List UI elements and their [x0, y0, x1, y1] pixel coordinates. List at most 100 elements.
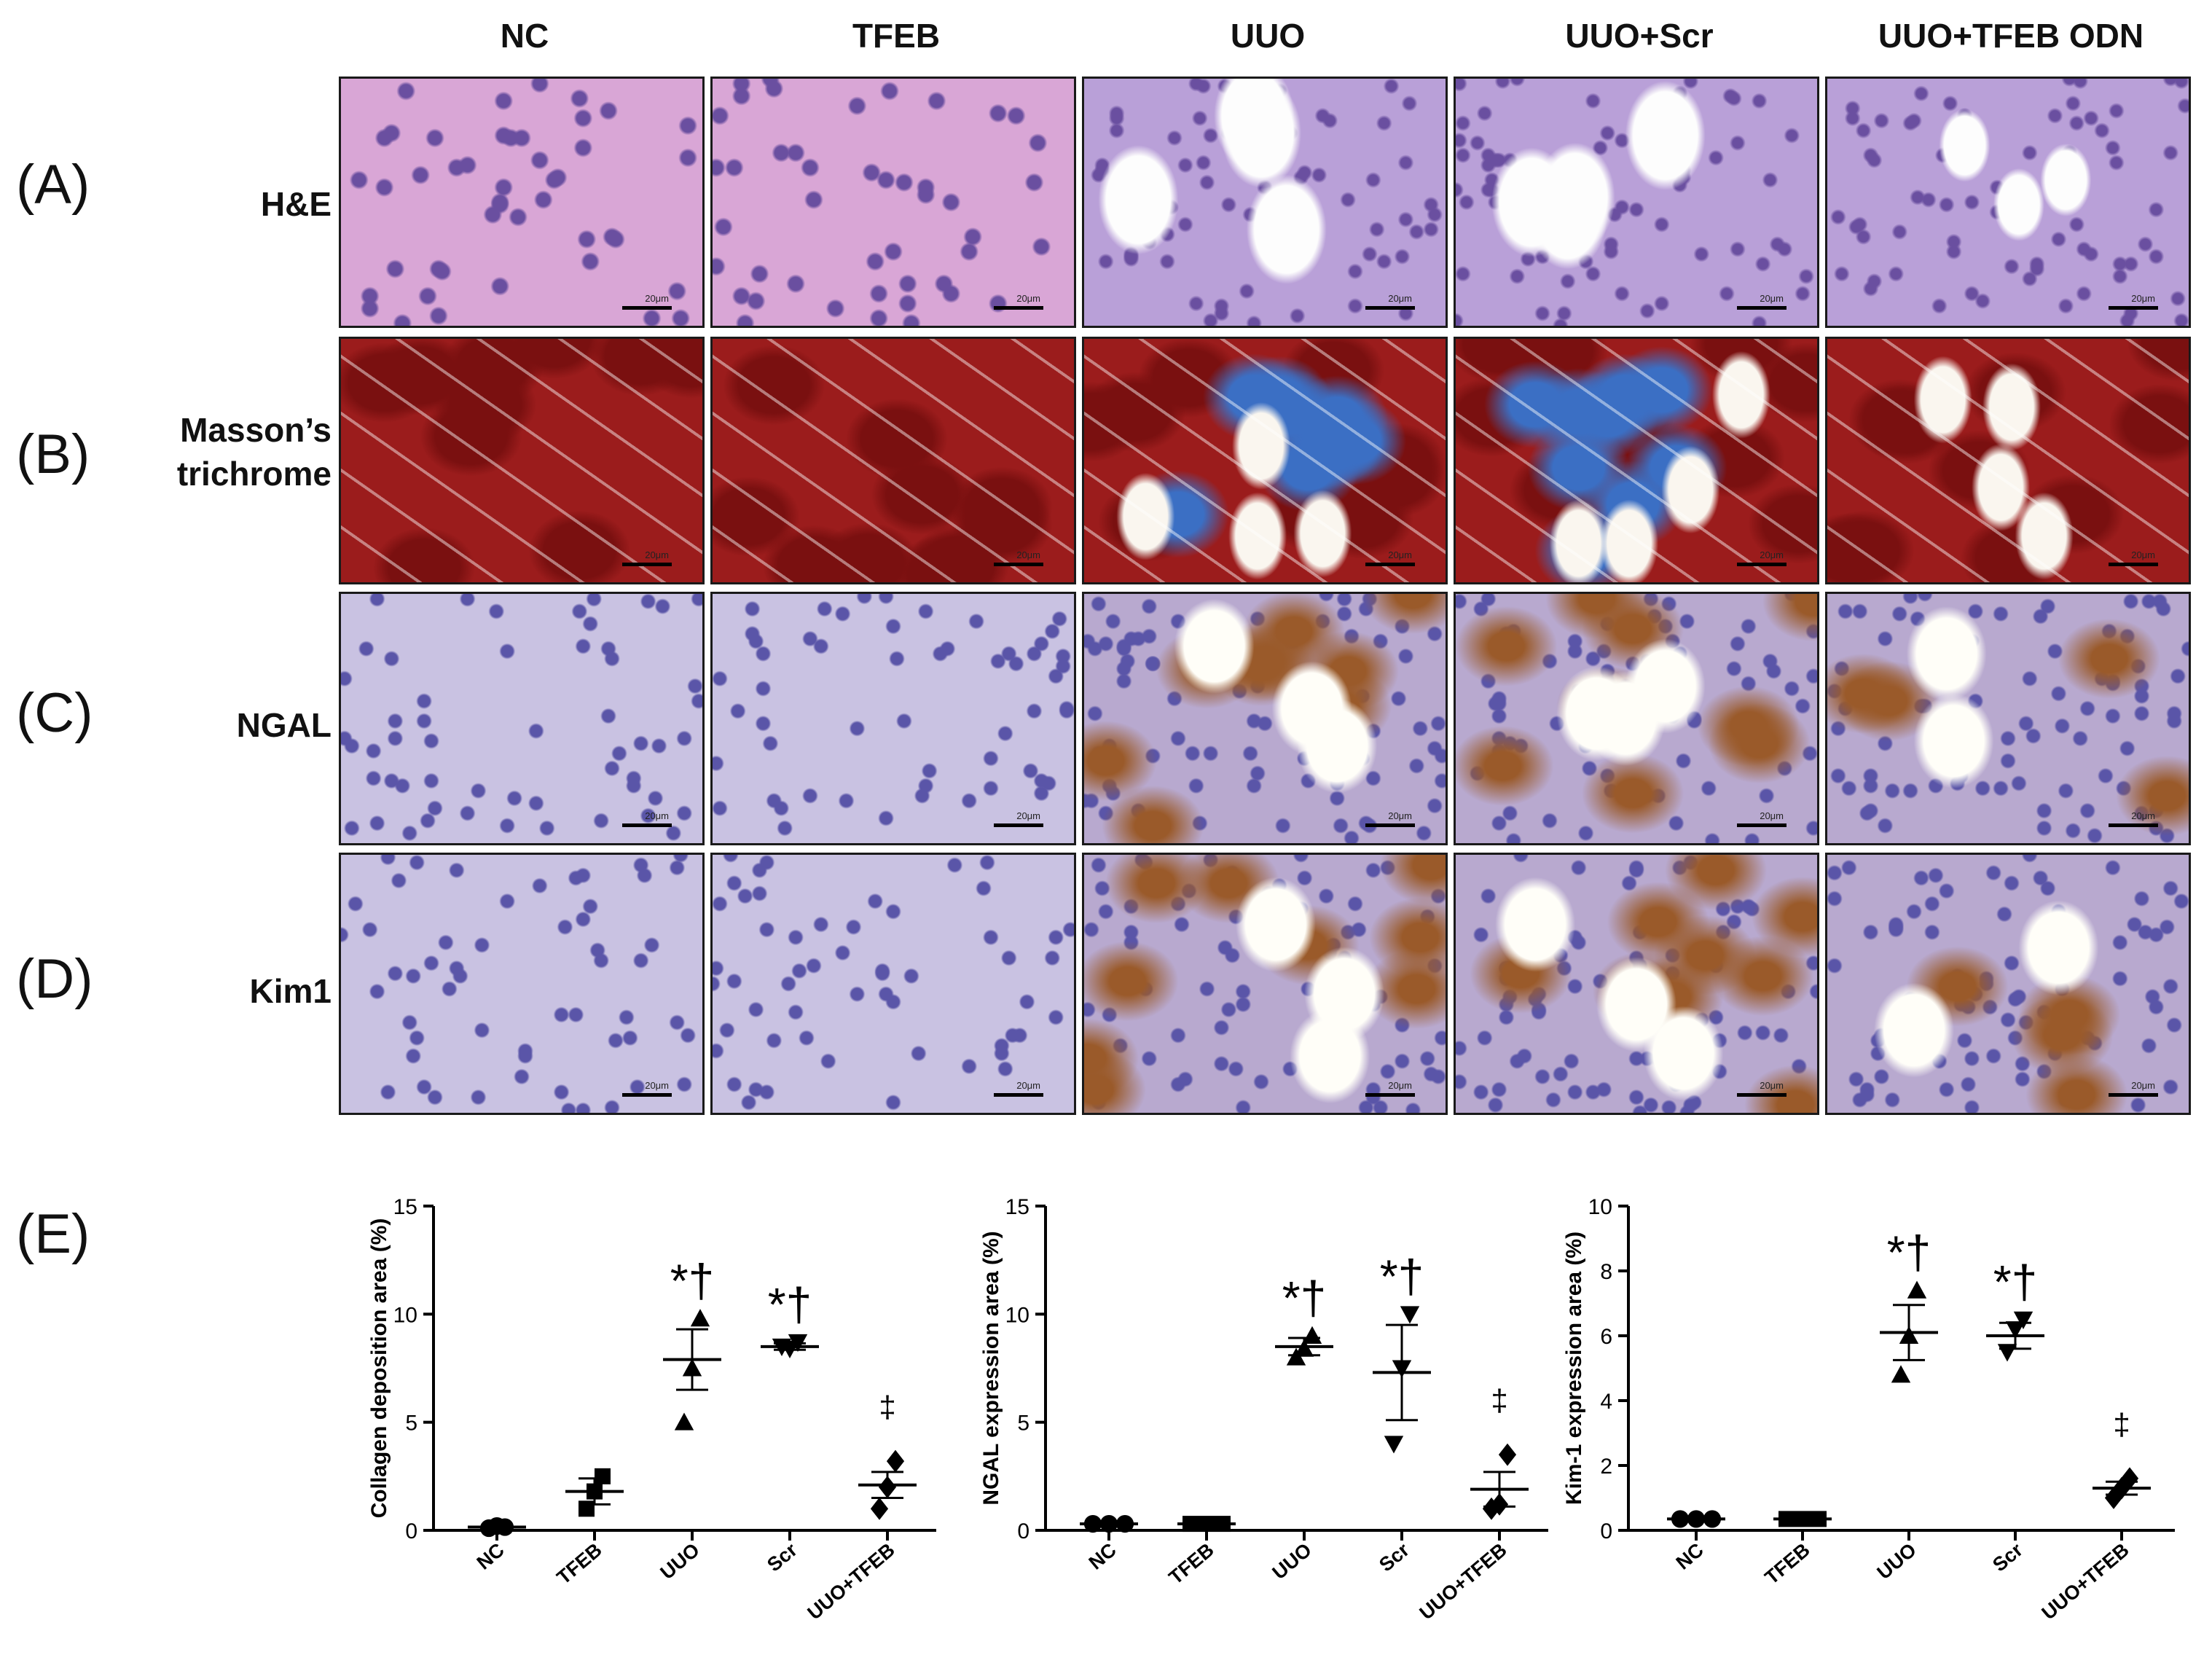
y-tick-label: 0 — [1017, 1519, 1029, 1543]
significance-mark: *† — [1993, 1256, 2038, 1308]
tissue-texture — [341, 79, 702, 326]
column-header-uuo-scr: UUO+Scr — [1565, 17, 1714, 55]
data-point — [2104, 1487, 2123, 1509]
row-letter-d: (D) — [16, 948, 93, 1010]
scale-bar-label: 20μm — [1388, 810, 1412, 821]
tissue-texture — [1827, 79, 2189, 326]
row-stain-masson: Masson’s trichrome — [138, 408, 332, 496]
scale-bar-label: 20μm — [2131, 549, 2155, 560]
y-tick-label: 5 — [405, 1412, 417, 1436]
scale-bar — [1737, 1093, 1787, 1097]
scale-bar-label: 20μm — [1016, 810, 1040, 821]
data-point — [674, 1412, 694, 1431]
scale-bar — [622, 823, 672, 827]
row-letter-b: (B) — [16, 423, 90, 485]
scale-bar-label: 20μm — [1760, 1080, 1784, 1091]
panel-letter-e: (E) — [16, 1203, 90, 1265]
data-point — [690, 1309, 710, 1327]
scale-bar — [622, 306, 672, 310]
micrograph-kim1-uuo: 20μm — [1082, 853, 1448, 1115]
scale-bar-label: 20μm — [1388, 293, 1412, 304]
row-stain-he: H&E — [260, 185, 332, 223]
row-stain-masson-line1: Masson’s — [180, 411, 332, 449]
row-stain-kim1: Kim1 — [249, 972, 332, 1010]
scale-bar-label: 20μm — [645, 549, 669, 560]
micrograph-kim1-uuo-scr: 20μm — [1454, 853, 1819, 1115]
row-letter-a: (A) — [16, 154, 90, 216]
row-stain-ngal: NGAL — [236, 706, 332, 744]
scale-bar — [622, 1093, 672, 1097]
y-axis-label: NGAL expression area (%) — [979, 1231, 1003, 1505]
tissue-texture — [1827, 855, 2189, 1113]
scale-bar-label: 20μm — [2131, 810, 2155, 821]
x-tick-label: NC — [1672, 1539, 1708, 1574]
tissue-texture — [341, 339, 702, 582]
micrograph-ngal-nc: 20μm — [339, 592, 705, 845]
y-tick-label: 10 — [393, 1303, 417, 1327]
column-header-tfeb: TFEB — [852, 17, 941, 55]
row-stain-masson-line2: trichrome — [176, 455, 332, 493]
scale-bar — [2109, 306, 2158, 310]
x-tick-label: UUO+TFEB — [2038, 1539, 2133, 1624]
scale-bar-label: 20μm — [1760, 549, 1784, 560]
tissue-texture — [1827, 594, 2189, 843]
scale-bar-label: 20μm — [1016, 549, 1040, 560]
scale-bar — [2109, 563, 2158, 566]
tissue-texture — [1456, 594, 1817, 843]
micrograph-kim1-nc: 20μm — [339, 853, 705, 1115]
tissue-texture — [713, 339, 1074, 582]
micrograph-he-uuo-tfeb-odn: 20μm — [1825, 77, 2191, 328]
tissue-texture — [1084, 339, 1446, 582]
micrograph-masson-uuo: 20μm — [1082, 337, 1448, 584]
micrograph-he-nc: 20μm — [339, 77, 705, 328]
data-point — [870, 1497, 889, 1520]
column-header-nc: NC — [500, 17, 549, 55]
tissue-texture — [1084, 855, 1446, 1113]
x-tick-label: UUO — [1873, 1539, 1921, 1584]
significance-mark: ‡ — [2113, 1407, 2130, 1441]
column-header-uuo-tfeb-odn: UUO+TFEB ODN — [1878, 17, 2144, 55]
data-point — [1302, 1326, 1322, 1344]
significance-mark: *† — [1282, 1272, 1327, 1324]
x-tick-label: UUO — [656, 1539, 704, 1584]
data-point — [1997, 1344, 2017, 1362]
y-tick-label: 0 — [405, 1519, 417, 1543]
tissue-texture — [1456, 79, 1817, 326]
scale-bar-label: 20μm — [2131, 293, 2155, 304]
x-tick-label: NC — [1085, 1539, 1121, 1574]
scale-bar — [1737, 823, 1787, 827]
scale-bar — [2109, 1093, 2158, 1097]
micrograph-masson-uuo-tfeb-odn: 20μm — [1825, 337, 2191, 584]
significance-mark: ‡ — [879, 1390, 895, 1424]
x-tick-label: UUO+TFEB — [804, 1539, 899, 1624]
x-tick-label: Scr — [1988, 1538, 2027, 1576]
column-header-uuo: UUO — [1230, 17, 1306, 55]
micrograph-masson-nc: 20μm — [339, 337, 705, 584]
data-point — [1384, 1436, 1404, 1454]
data-point — [2120, 1467, 2139, 1490]
scale-bar-label: 20μm — [1760, 810, 1784, 821]
micrograph-he-uuo: 20μm — [1082, 77, 1448, 328]
y-tick-label: 6 — [1600, 1325, 1612, 1349]
scale-bar-label: 20μm — [645, 1080, 669, 1091]
tissue-texture — [1456, 855, 1817, 1113]
y-tick-label: 2 — [1600, 1455, 1612, 1479]
micrograph-ngal-uuo-scr: 20μm — [1454, 592, 1819, 845]
y-tick-label: 10 — [1588, 1195, 1612, 1219]
tissue-texture — [713, 594, 1074, 843]
x-tick-label: Scr — [763, 1538, 801, 1576]
significance-mark: ‡ — [1491, 1383, 1507, 1417]
x-tick-label: TFEB — [1165, 1539, 1218, 1589]
scale-bar — [1365, 1093, 1415, 1097]
micrograph-he-tfeb: 20μm — [710, 77, 1076, 328]
significance-mark: *† — [670, 1254, 715, 1307]
x-tick-label: TFEB — [1761, 1539, 1814, 1589]
micrograph-ngal-tfeb: 20μm — [710, 592, 1076, 845]
significance-mark: *† — [768, 1278, 812, 1331]
tissue-texture — [1084, 79, 1446, 326]
data-point — [886, 1449, 905, 1473]
data-point — [595, 1468, 611, 1484]
scale-bar-label: 20μm — [645, 293, 669, 304]
